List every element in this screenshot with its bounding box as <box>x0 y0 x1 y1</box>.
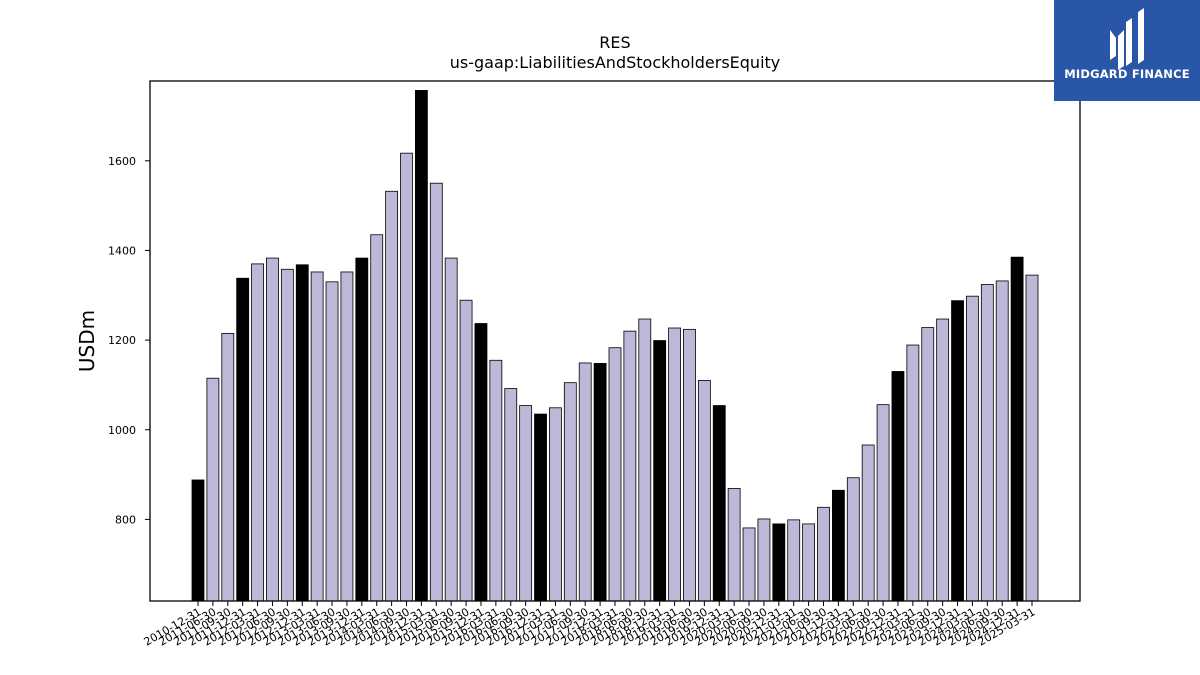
y-tick-label: 800 <box>115 513 136 526</box>
bar-2012-09-30 <box>280 268 294 602</box>
y-tick-label: 1000 <box>108 424 136 437</box>
y-tick-label: 1200 <box>108 334 136 347</box>
bar-2019-12-31 <box>712 405 726 602</box>
midgard-logo-icon <box>1110 8 1144 70</box>
bar-2011-12-31 <box>236 277 250 602</box>
bar-2018-03-31 <box>608 347 622 602</box>
bar-2013-06-30 <box>325 281 339 602</box>
bar-2021-06-30 <box>802 523 816 602</box>
bar-2015-03-31 <box>429 182 443 602</box>
bar-2018-09-30 <box>638 318 652 602</box>
bar-2015-12-31 <box>474 323 488 602</box>
bar-2013-12-31 <box>355 257 369 602</box>
bar-2012-12-31 <box>295 264 309 602</box>
bar-2023-09-30 <box>936 318 950 602</box>
bar-2017-12-31 <box>593 363 607 602</box>
bar-2020-06-30 <box>742 527 756 602</box>
bar-2011-09-30 <box>221 332 235 602</box>
bar-2022-12-31 <box>891 371 905 602</box>
bar-2016-03-31 <box>489 359 503 602</box>
bar-2019-03-31 <box>668 327 681 602</box>
bar-2010-12-31 <box>191 479 205 602</box>
bar-2014-06-30 <box>385 190 399 602</box>
bar-2018-06-30 <box>623 330 637 602</box>
bar-2013-03-31 <box>310 271 324 602</box>
bar-2021-12-31 <box>831 489 845 602</box>
chart-title: RES <box>599 33 630 52</box>
bar-2015-09-30 <box>459 299 473 602</box>
y-tick-label: 1600 <box>108 155 136 168</box>
y-tick-label: 1400 <box>108 244 136 257</box>
bars-group <box>191 90 1039 602</box>
bar-2024-09-30 <box>995 280 1009 602</box>
plot-frame <box>149 80 1081 602</box>
bar-2019-09-30 <box>697 380 711 602</box>
bar-2015-06-30 <box>444 257 458 602</box>
bar-2017-06-30 <box>563 382 577 602</box>
bar-2012-03-31 <box>251 263 264 602</box>
bar-2022-06-30 <box>861 444 875 602</box>
bar-2023-06-30 <box>921 327 935 602</box>
brand-logo: MIDGARD FINANCE <box>1054 0 1200 101</box>
bar-2022-09-30 <box>876 404 890 602</box>
y-axis-label: USDm <box>75 310 99 372</box>
bar-2012-06-30 <box>266 257 279 602</box>
bar-2023-12-31 <box>951 300 964 602</box>
bar-2011-06-30 <box>206 377 220 602</box>
chart-subtitle: us-gaap:LiabilitiesAndStockholdersEquity <box>450 53 781 72</box>
bar-2021-03-31 <box>787 519 801 602</box>
bar-2014-12-31 <box>414 90 428 602</box>
bar-2025-03-31 <box>1025 274 1039 602</box>
bar-2022-03-31 <box>846 477 860 602</box>
bar-2024-03-31 <box>966 295 979 602</box>
bar-2024-06-30 <box>980 284 994 602</box>
brand-name: MIDGARD FINANCE <box>1064 67 1190 81</box>
bar-2020-03-31 <box>727 488 741 602</box>
bar-2016-12-31 <box>534 413 547 602</box>
bar-2019-06-30 <box>683 328 696 602</box>
bar-2017-03-31 <box>549 407 562 602</box>
bar-2014-03-31 <box>370 234 384 602</box>
bar-2023-03-31 <box>906 344 920 602</box>
bar-2013-09-30 <box>340 271 354 602</box>
bar-2024-12-31 <box>1010 256 1024 602</box>
x-axis-ticks: 2010-12-312011-06-302011-09-302011-12-31… <box>142 601 1038 649</box>
bar-2018-12-31 <box>653 340 667 602</box>
bar-2016-06-30 <box>504 388 518 602</box>
bar-2016-09-30 <box>519 405 533 602</box>
bar-2020-12-31 <box>772 523 786 602</box>
bar-2020-09-30 <box>757 518 771 602</box>
bar-2017-09-30 <box>578 362 592 602</box>
y-axis-ticks: 800 1000 1200 1400 1600 <box>108 155 150 526</box>
bar-2021-09-30 <box>817 506 830 602</box>
bar-2014-09-30 <box>400 152 413 602</box>
